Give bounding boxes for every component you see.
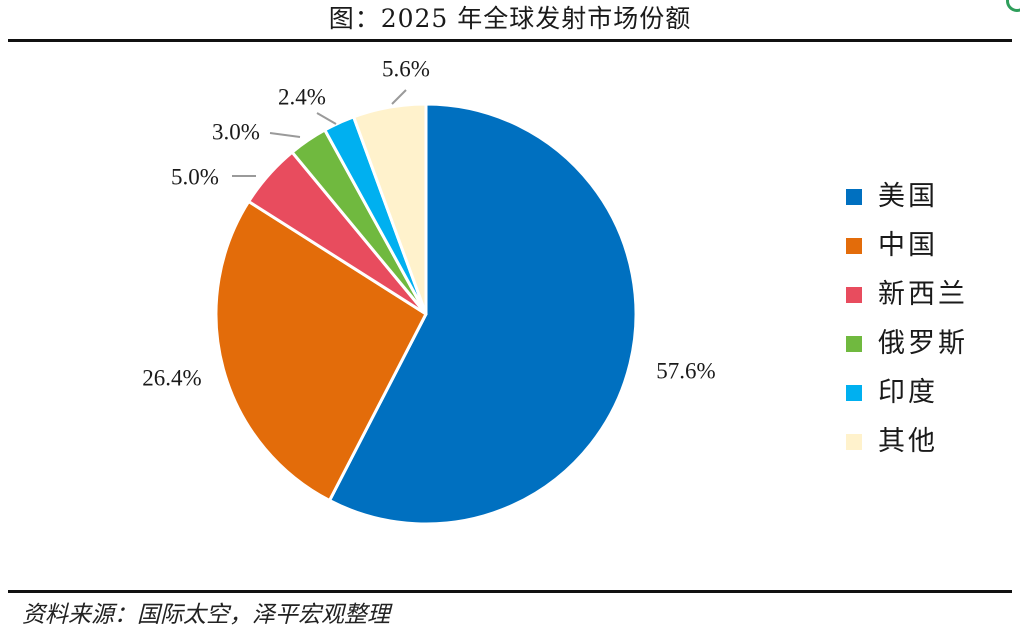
corner-badge	[1006, 0, 1020, 12]
leader-line-5	[391, 89, 407, 105]
legend-label: 印度	[878, 376, 938, 408]
pie-slice-5	[352, 102, 428, 316]
data-label-5: 5.6%	[382, 56, 430, 81]
data-label-4: 2.4%	[278, 84, 326, 109]
legend-label: 俄罗斯	[878, 327, 968, 359]
legend-label: 新西兰	[878, 278, 968, 310]
source-note: 资料来源：国际太空，泽平宏观整理	[22, 602, 390, 628]
chart-title: 图：2025 年全球发射市场份额	[328, 4, 692, 33]
legend-swatch	[846, 433, 862, 450]
data-label-1: 26.4%	[142, 365, 201, 390]
top-divider	[8, 39, 1012, 42]
leader-line-4	[316, 112, 337, 125]
legend-item-russia: 俄罗斯	[846, 319, 968, 368]
legend-swatch	[846, 188, 862, 205]
legend-label: 其他	[878, 425, 938, 457]
legend-swatch	[846, 286, 862, 303]
legend-swatch	[846, 335, 862, 352]
leader-line-3	[269, 132, 301, 138]
pie-slice-1	[214, 199, 428, 503]
chart-legend: 美国 中国 新西兰 俄罗斯 印度 其他	[846, 172, 968, 466]
data-label-2: 5.0%	[171, 164, 219, 189]
legend-item-other: 其他	[846, 417, 968, 466]
data-label-3: 3.0%	[212, 119, 260, 144]
legend-item-new-zealand: 新西兰	[846, 270, 968, 319]
bottom-divider	[8, 590, 1012, 593]
legend-item-china: 中国	[846, 221, 968, 270]
legend-item-india: 印度	[846, 368, 968, 417]
legend-item-usa: 美国	[846, 172, 968, 221]
legend-label: 美国	[878, 180, 938, 212]
data-label-0: 57.6%	[656, 358, 715, 383]
legend-swatch	[846, 384, 862, 401]
pie-slice-0	[327, 102, 638, 526]
legend-swatch	[846, 237, 862, 254]
legend-label: 中国	[878, 229, 938, 261]
